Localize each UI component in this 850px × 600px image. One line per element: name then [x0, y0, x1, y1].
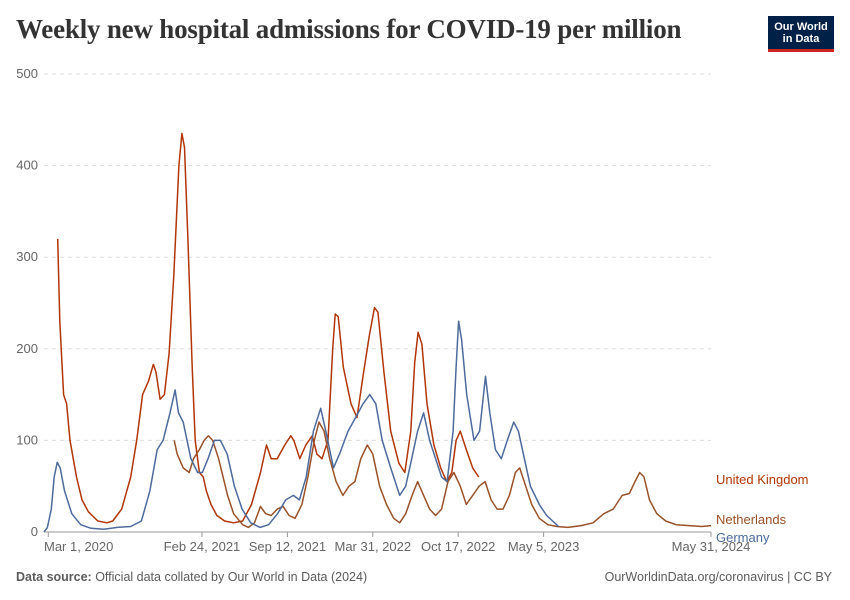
y-tick-label: 300 — [16, 249, 38, 264]
y-axis-ticks: 0 100 200 300 400 500 — [16, 66, 38, 539]
data-source: Data source: Official data collated by O… — [16, 570, 367, 584]
owid-logo[interactable]: Our World in Data — [768, 16, 834, 52]
series-label-netherlands[interactable]: Netherlands — [716, 512, 787, 527]
y-tick-label: 100 — [16, 432, 38, 447]
y-tick-label: 200 — [16, 341, 38, 356]
x-tick-label: May 31, 2024 — [672, 539, 751, 554]
logo-line-2: in Data — [782, 33, 820, 45]
series-lines — [43, 132, 712, 533]
x-tick-label: Mar 1, 2020 — [44, 539, 113, 554]
x-tick-label: Feb 24, 2021 — [164, 539, 241, 554]
y-tick-label: 500 — [16, 66, 38, 81]
data-source-label: Data source: — [16, 570, 92, 584]
x-tick-label: Sep 12, 2021 — [249, 539, 326, 554]
x-tick-label: Mar 31, 2022 — [334, 539, 411, 554]
series-label-germany[interactable]: Germany — [716, 530, 770, 545]
series-line-united-kingdom[interactable] — [56, 132, 480, 524]
y-tick-label: 400 — [16, 158, 38, 173]
x-tick-label: May 5, 2023 — [508, 539, 580, 554]
y-tick-label: 0 — [31, 524, 38, 539]
grid-lines — [44, 73, 711, 533]
chart-title: Weekly new hospital admissions for COVID… — [16, 14, 682, 44]
series-line-germany[interactable] — [43, 320, 560, 533]
x-axis-ticks: Mar 1, 2020 Feb 24, 2021 Sep 12, 2021 Mar 3… — [44, 532, 750, 554]
series-label-united-kingdom[interactable]: United Kingdom — [716, 472, 809, 487]
data-source-text: Official data collated by Our World in D… — [91, 570, 368, 584]
series-line-netherlands[interactable] — [173, 421, 712, 529]
series-labels: United Kingdom Netherlands Germany — [716, 472, 809, 545]
source-link[interactable]: OurWorldinData.org/coronavirus | CC BY — [604, 570, 832, 584]
x-tick-label: Oct 17, 2022 — [421, 539, 495, 554]
logo-line-1: Our World — [774, 21, 828, 33]
